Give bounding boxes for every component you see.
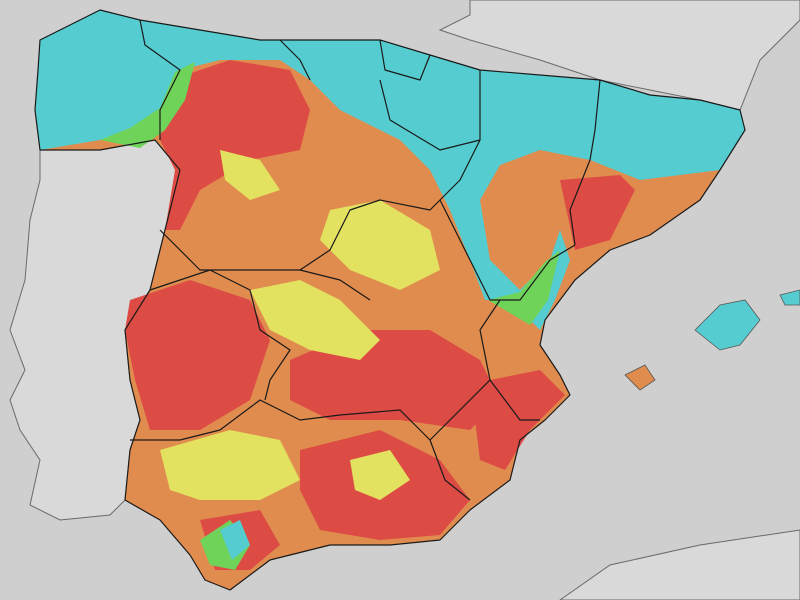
region-border (130, 299, 501, 441)
region-border (149, 269, 291, 401)
france (438, 0, 800, 111)
region-border (139, 19, 181, 140)
region-border (379, 39, 431, 81)
zone-red (160, 60, 310, 230)
zone-green (100, 62, 195, 148)
zone-cyan (220, 520, 250, 560)
region-border (429, 439, 471, 501)
ibiza (624, 364, 656, 391)
region-border (439, 139, 576, 301)
menorca (779, 289, 800, 306)
region-border (489, 379, 540, 421)
zone-yellow (250, 280, 380, 360)
zone-yellow (220, 150, 280, 200)
region-border (159, 199, 441, 271)
zone-yellow (320, 200, 440, 290)
zone-red (125, 280, 270, 430)
zone-yellow (350, 450, 410, 500)
region-border (569, 79, 601, 246)
mallorca (694, 299, 761, 351)
zone-red (560, 175, 635, 250)
zone-green (488, 250, 560, 325)
africa (559, 529, 800, 600)
region-border (299, 269, 371, 301)
region-border (279, 39, 311, 81)
spain-outline (34, 9, 746, 591)
region-border (379, 70, 481, 151)
zone-cyan (35, 10, 745, 330)
zone-yellow (160, 430, 300, 500)
